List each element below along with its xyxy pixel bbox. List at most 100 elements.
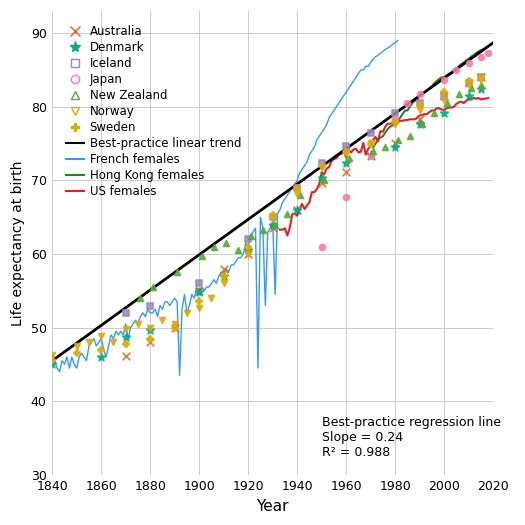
Point	[149, 283, 157, 291]
Point	[318, 179, 326, 187]
Hong Kong females	[385, 125, 391, 132]
Point	[97, 345, 106, 354]
Hong Kong females	[434, 78, 440, 84]
Point	[415, 99, 424, 107]
Hong Kong females	[382, 129, 388, 135]
Point	[121, 340, 130, 348]
Hong Kong females	[370, 144, 376, 151]
Hong Kong females	[458, 61, 465, 67]
US females	[470, 95, 477, 101]
Hong Kong females	[444, 73, 450, 79]
Point	[109, 338, 118, 347]
Point	[293, 184, 301, 192]
French females	[106, 343, 112, 349]
Point	[244, 246, 253, 255]
Point	[342, 148, 350, 156]
Hong Kong females	[436, 76, 443, 82]
Hong Kong females	[475, 48, 481, 55]
Point	[195, 297, 203, 305]
Hong Kong females	[412, 98, 418, 104]
Point	[72, 349, 81, 358]
Hong Kong females	[468, 54, 474, 60]
Hong Kong females	[470, 52, 477, 58]
Point	[293, 184, 301, 193]
Point	[342, 193, 350, 202]
Text: Best-practice regression line
Slope = 0.24
R² = 0.988: Best-practice regression line Slope = 0.…	[322, 416, 501, 459]
Point	[146, 324, 154, 332]
Hong Kong females	[456, 63, 462, 69]
Point	[121, 325, 130, 333]
Point	[465, 92, 473, 101]
Point	[366, 129, 375, 138]
Point	[97, 332, 106, 341]
Point	[477, 72, 485, 81]
US females	[438, 107, 445, 113]
Point	[219, 272, 228, 280]
Point	[293, 206, 301, 214]
Point	[415, 100, 424, 109]
Point	[369, 147, 377, 155]
Point	[465, 78, 473, 87]
Hong Kong females	[392, 122, 398, 128]
Point	[465, 77, 473, 85]
Point	[146, 338, 154, 347]
Hong Kong females	[397, 114, 403, 121]
Point	[244, 250, 253, 258]
Point	[158, 316, 166, 324]
US females	[277, 227, 283, 233]
Point	[171, 323, 179, 332]
Point	[318, 243, 326, 251]
X-axis label: Year: Year	[256, 499, 289, 514]
Point	[344, 154, 353, 163]
Point	[195, 287, 203, 295]
Point	[342, 142, 350, 150]
Point	[366, 152, 375, 160]
Point	[121, 351, 130, 360]
Point	[440, 109, 448, 117]
Point	[381, 143, 390, 152]
Point	[403, 99, 412, 107]
Line: French females: French females	[0, 40, 397, 427]
Point	[234, 246, 243, 255]
Point	[209, 243, 218, 251]
US females	[485, 95, 491, 101]
Point	[366, 151, 375, 160]
French females	[250, 229, 256, 235]
French females	[394, 37, 401, 44]
Legend: Australia, Denmark, Iceland, Japan, New Zealand, Norway, Sweden, Best-practice l: Australia, Denmark, Iceland, Japan, New …	[62, 22, 245, 201]
Point	[219, 265, 228, 273]
Point	[366, 139, 375, 147]
Hong Kong females	[377, 134, 384, 141]
Point	[440, 96, 448, 104]
Point	[48, 351, 56, 359]
Hong Kong females	[438, 74, 445, 80]
Point	[268, 214, 277, 223]
French females	[390, 41, 396, 47]
Line: Hong Kong females: Hong Kong females	[373, 46, 488, 148]
Point	[283, 209, 291, 218]
Point	[72, 342, 81, 350]
French females	[39, 424, 46, 430]
Point	[484, 49, 492, 57]
Hong Kong females	[431, 80, 437, 87]
Point	[430, 109, 438, 117]
Point	[195, 279, 203, 288]
Point	[293, 206, 301, 214]
Hong Kong females	[400, 111, 406, 117]
Point	[222, 239, 230, 247]
Point	[465, 59, 473, 68]
Point	[415, 120, 424, 128]
Point	[477, 52, 485, 61]
Point	[136, 294, 144, 302]
Point	[121, 333, 130, 341]
Hong Kong females	[394, 118, 401, 124]
Point	[268, 224, 277, 233]
US females	[289, 211, 296, 217]
Point	[195, 287, 203, 296]
Point	[296, 191, 304, 200]
Hong Kong females	[424, 88, 430, 94]
Point	[406, 132, 414, 140]
Hong Kong females	[372, 140, 379, 146]
Point	[173, 268, 181, 277]
Point	[219, 272, 228, 280]
